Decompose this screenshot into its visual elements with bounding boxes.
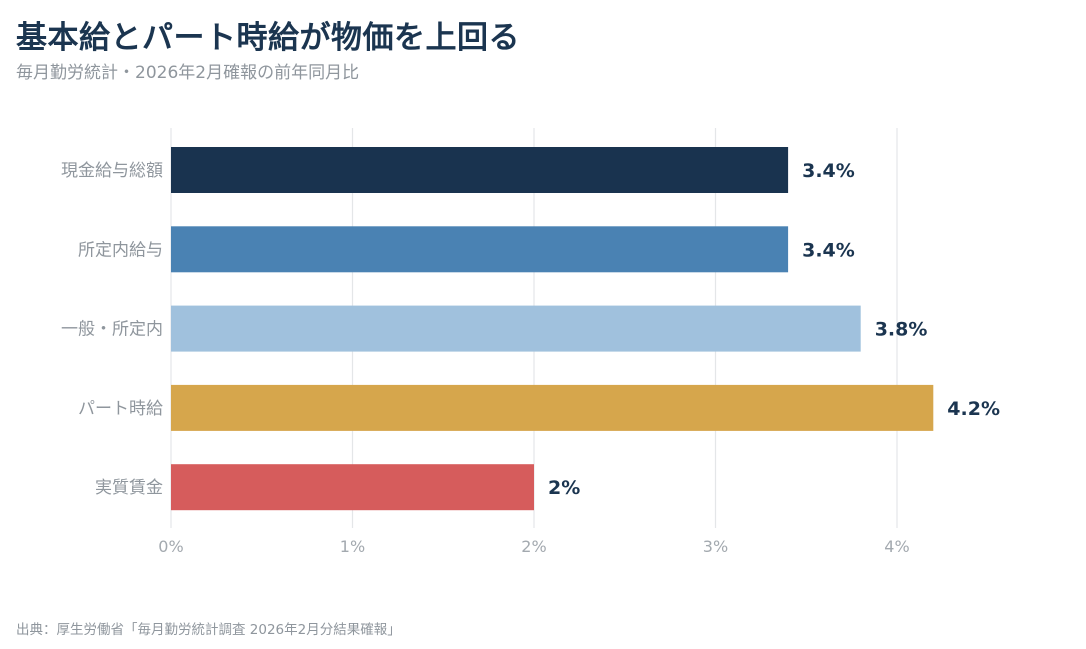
x-tick-label: 0% bbox=[158, 537, 183, 556]
chart-subtitle: 毎月勤労統計・2026年2月確報の前年同月比 bbox=[16, 63, 360, 83]
bar bbox=[171, 305, 861, 352]
category-label: パート時給 bbox=[78, 399, 163, 419]
bar bbox=[171, 384, 934, 431]
bar bbox=[171, 226, 789, 273]
source-note: 出典：厚生労働省「毎月勤労統計調査 2026年2月分結果確報」 bbox=[16, 622, 401, 638]
x-tick-label: 1% bbox=[340, 537, 365, 556]
x-tick-label: 3% bbox=[703, 537, 728, 556]
category-label: 現金給与総額 bbox=[61, 161, 163, 181]
bar bbox=[171, 147, 789, 193]
x-tick-label: 4% bbox=[884, 537, 909, 556]
x-tick-label: 2% bbox=[521, 537, 546, 556]
chart-title: 基本給とパート時給が物価を上回る bbox=[16, 20, 520, 56]
value-label: 4.2% bbox=[947, 398, 1000, 420]
category-label: 一般・所定内 bbox=[61, 320, 163, 340]
value-label: 3.4% bbox=[802, 160, 855, 182]
bars bbox=[171, 147, 934, 511]
value-label: 3.8% bbox=[875, 319, 928, 341]
value-label: 2% bbox=[548, 477, 580, 499]
bar bbox=[171, 464, 534, 511]
labels: 0% 1% 2% 3% 4% 現金給与総額 3.4% 所定内給与 3.4% 一般・所定内 3.8% パ… bbox=[61, 160, 1000, 556]
category-label: 実質賃金 bbox=[95, 478, 163, 498]
category-label: 所定内給与 bbox=[78, 240, 163, 260]
value-label: 3.4% bbox=[802, 239, 855, 261]
